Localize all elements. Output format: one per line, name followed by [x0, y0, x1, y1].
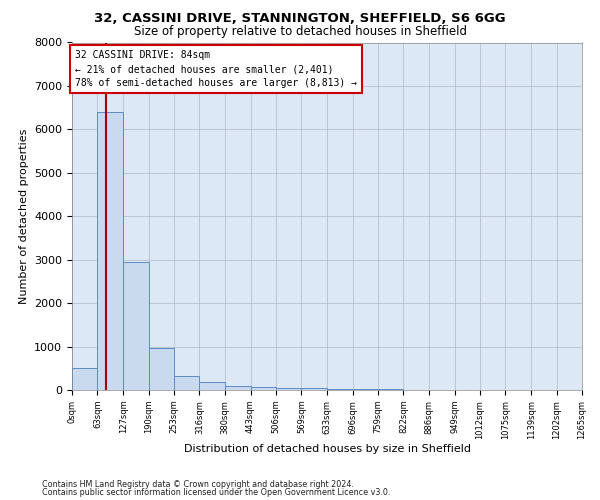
Bar — [174, 376, 199, 390]
Bar — [353, 389, 378, 390]
Bar — [199, 382, 225, 390]
Bar — [276, 388, 301, 390]
Text: Size of property relative to detached houses in Sheffield: Size of property relative to detached ho… — [133, 25, 467, 38]
Bar — [149, 348, 174, 390]
Bar — [225, 386, 251, 390]
Bar — [327, 388, 353, 390]
Text: Contains public sector information licensed under the Open Government Licence v3: Contains public sector information licen… — [42, 488, 391, 497]
Text: 32 CASSINI DRIVE: 84sqm
← 21% of detached houses are smaller (2,401)
78% of semi: 32 CASSINI DRIVE: 84sqm ← 21% of detache… — [75, 50, 357, 88]
X-axis label: Distribution of detached houses by size in Sheffield: Distribution of detached houses by size … — [184, 444, 470, 454]
Bar — [123, 262, 149, 390]
Y-axis label: Number of detached properties: Number of detached properties — [19, 128, 29, 304]
Text: Contains HM Land Registry data © Crown copyright and database right 2024.: Contains HM Land Registry data © Crown c… — [42, 480, 354, 489]
Bar — [72, 368, 97, 390]
Bar — [301, 388, 327, 390]
Bar — [97, 112, 123, 390]
Bar — [251, 386, 276, 390]
Text: 32, CASSINI DRIVE, STANNINGTON, SHEFFIELD, S6 6GG: 32, CASSINI DRIVE, STANNINGTON, SHEFFIEL… — [94, 12, 506, 26]
